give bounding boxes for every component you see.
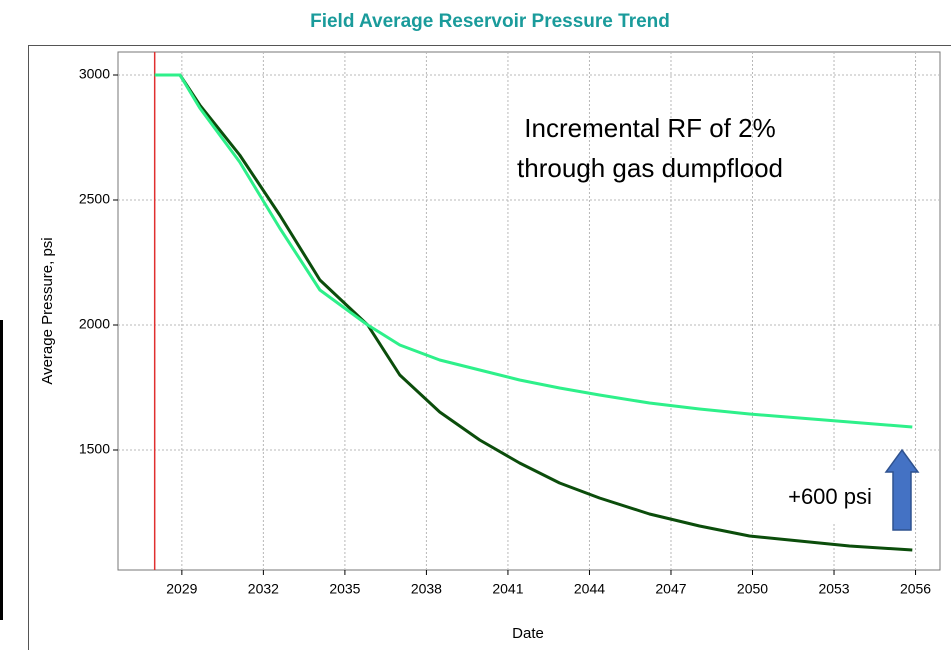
annotation: Incremental RF of 2% [524, 113, 775, 143]
y-tick-label: 2500 [79, 191, 110, 207]
x-axis-label: Date [512, 625, 544, 642]
x-tick-label: 2044 [574, 581, 605, 597]
series-line [154, 73, 913, 552]
x-tick-label: 2029 [166, 581, 197, 597]
y-tick-label: 1500 [79, 441, 110, 457]
x-tick-label: 2047 [655, 581, 686, 597]
x-tick-label: 2032 [248, 581, 279, 597]
x-tick-label: 2038 [411, 581, 442, 597]
marks [153, 52, 913, 570]
y-tick-label: 2000 [79, 316, 110, 332]
chart-title: Field Average Reservoir Pressure Trend [310, 11, 670, 32]
x-tick-label: 2053 [818, 581, 849, 597]
y-tick-label: 3000 [79, 66, 110, 82]
grid: 1500 2000 2500 3000 2029 2032 2035 2038 2041 2044… [79, 52, 940, 597]
y-axis-label: Average Pressure, psi [39, 237, 56, 384]
x-tick-label: 2041 [492, 581, 523, 597]
series-line [154, 73, 913, 429]
x-tick-label: 2035 [329, 581, 360, 597]
annotation-box [762, 472, 890, 522]
x-tick-label: 2050 [737, 581, 768, 597]
annotation: +600 psi [788, 484, 872, 509]
annotation: through gas dumpflood [517, 153, 783, 183]
x-tick-label: 2056 [900, 581, 931, 597]
arrow [884, 448, 920, 531]
